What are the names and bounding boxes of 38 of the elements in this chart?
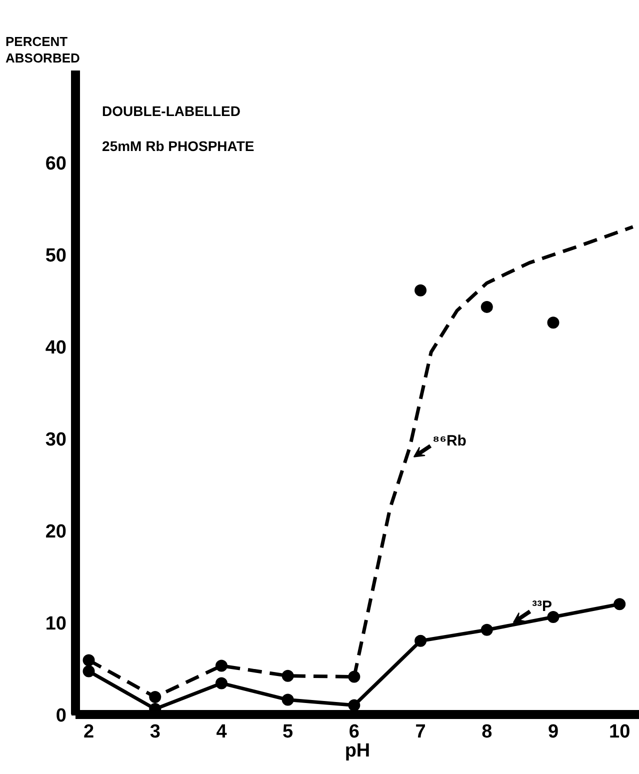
x-tick-label: 7 (415, 722, 426, 742)
point (215, 677, 228, 690)
point (547, 316, 560, 329)
point (414, 284, 427, 296)
y-tick-label: 20 (45, 522, 67, 542)
x-axis-title: pH (344, 740, 370, 762)
point (282, 670, 294, 682)
point (414, 634, 427, 647)
y-tick-label: 10 (45, 614, 67, 634)
y-tick-label: 0 (56, 706, 67, 726)
x-tick-label: 3 (150, 722, 160, 742)
point (480, 624, 493, 636)
y-tick-label: 40 (45, 338, 67, 358)
point (149, 691, 162, 704)
x-tick-label: 2 (83, 722, 94, 742)
point (614, 598, 626, 610)
point (547, 610, 560, 623)
x-tick-label: 10 (609, 722, 630, 742)
annotation: ³³P (532, 598, 552, 616)
text: 25mM Rb PHOSPHATE (102, 138, 254, 154)
x-tick-label: 5 (282, 722, 294, 742)
y-tick-label: 30 (45, 430, 67, 450)
y-tick-label: 50 (45, 246, 67, 266)
point (215, 660, 228, 672)
point (480, 300, 493, 313)
point (82, 665, 95, 678)
text: DOUBLE-LABELLED (102, 102, 240, 119)
x-tick-label: 9 (548, 722, 559, 742)
point (82, 654, 95, 666)
x-tick-label: 4 (216, 722, 228, 742)
x-tick-label: 6 (348, 722, 360, 742)
y-axis-title: PERCENT ABSORBED (6, 34, 80, 66)
point (348, 699, 360, 712)
annotation: ⁸⁶Rb (432, 432, 466, 450)
y-tick-label: 60 (45, 154, 67, 174)
x-tick-label: 8 (482, 722, 492, 742)
point (348, 670, 360, 683)
point (282, 694, 294, 706)
